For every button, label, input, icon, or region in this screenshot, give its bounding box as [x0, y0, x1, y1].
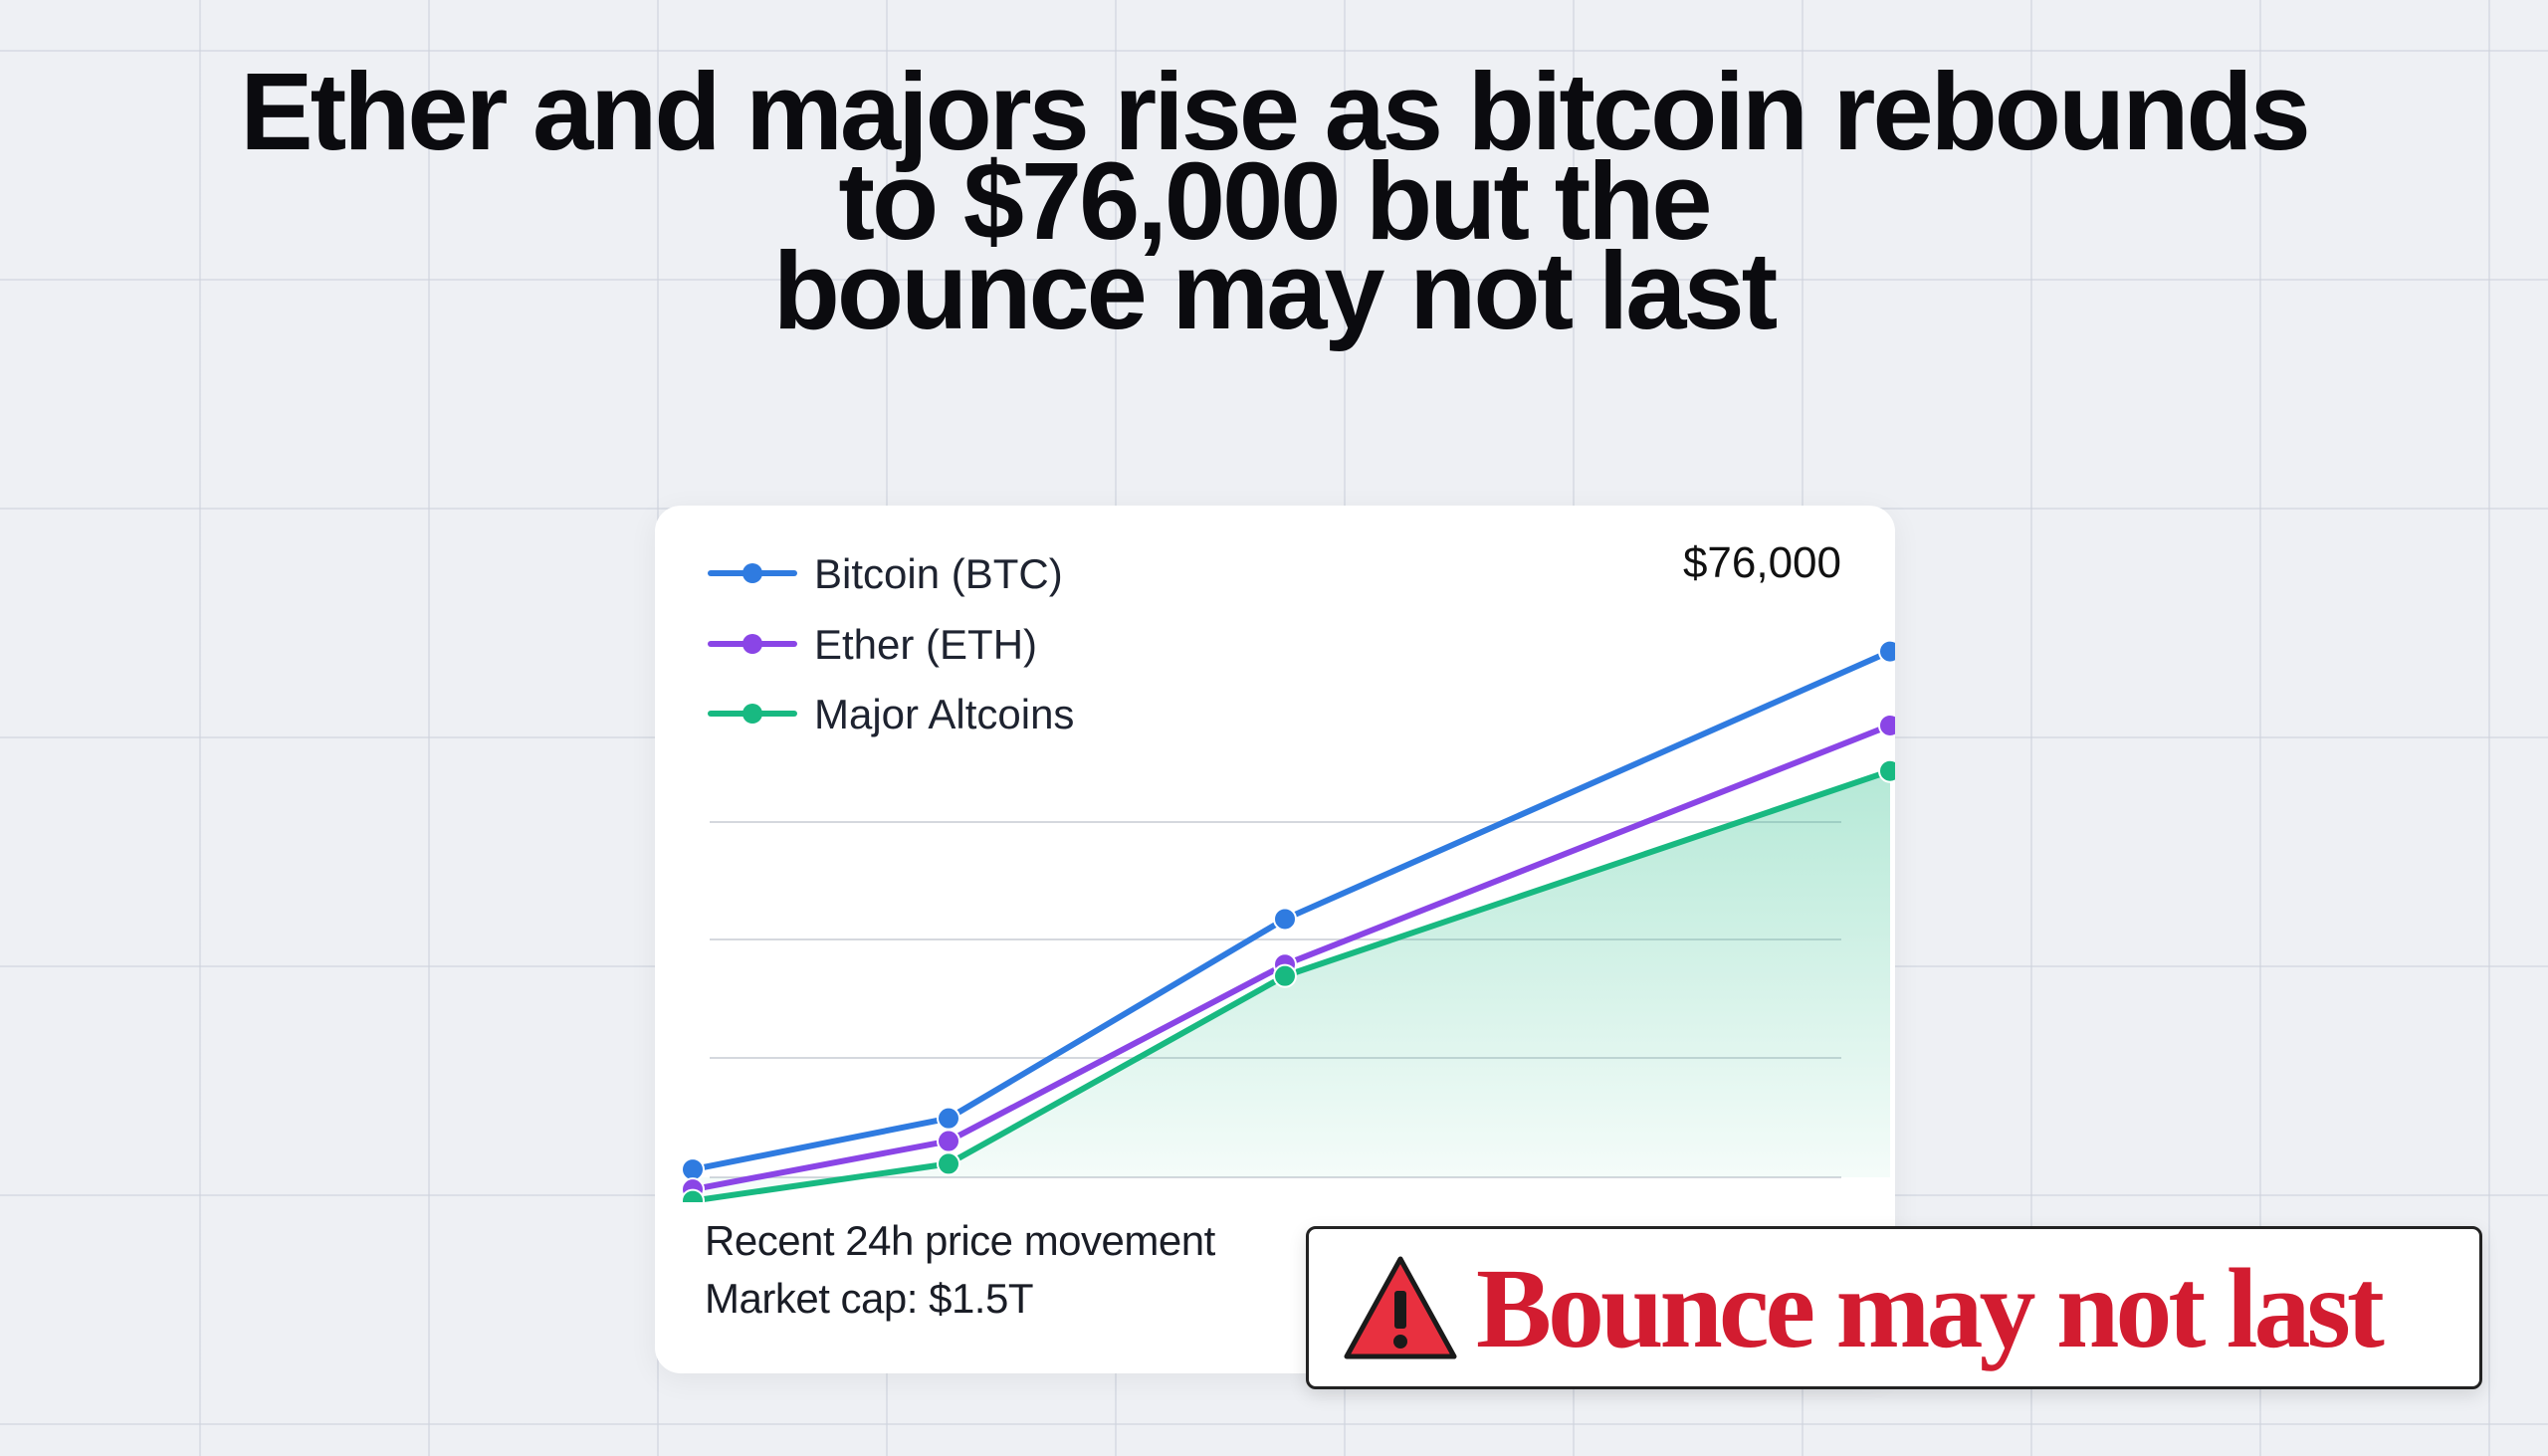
headline-line-3: bounce may not last [772, 230, 1779, 352]
point-altcoins-2 [1273, 963, 1297, 988]
legend-dot-eth [743, 634, 762, 654]
point-btc-2 [1273, 907, 1297, 932]
chart-footer: Recent 24h price movement Market cap: $1… [705, 1212, 1215, 1328]
legend: Bitcoin (BTC) Ether (ETH) Major Altcoins [708, 550, 1074, 737]
legend-item-altcoins: Major Altcoins [708, 691, 1074, 737]
legend-dot-btc [743, 563, 762, 583]
series-line-altcoins [690, 767, 1893, 1202]
point-altcoins-1 [937, 1151, 960, 1176]
price-callout: $76,000 [1683, 538, 1841, 587]
legend-label-btc: Bitcoin (BTC) [814, 550, 1063, 597]
warning-triangle-icon [1344, 1256, 1457, 1359]
point-altcoins-0 [681, 1188, 705, 1202]
legend-label-eth: Ether (ETH) [814, 621, 1037, 668]
footer-note: Recent 24h price movement [705, 1217, 1215, 1264]
headline-line-1: Ether and majors rise as bitcoin rebound… [240, 51, 2311, 173]
market-cap-label: Market cap: $1.5T [705, 1275, 1033, 1322]
headline: Ether and majors rise as bitcoin rebound… [0, 51, 2548, 352]
headline-line-2: to $76,000 but the [838, 140, 1712, 263]
point-btc-3 [1878, 639, 1895, 664]
point-btc-0 [681, 1157, 705, 1182]
series-line-btc [690, 648, 1893, 1173]
legend-dot-altcoins [743, 704, 762, 724]
series-line-eth [690, 722, 1893, 1193]
point-eth-1 [937, 1129, 960, 1153]
point-altcoins-3 [1878, 758, 1895, 783]
warning-banner: Bounce may not last [1306, 1226, 2482, 1389]
legend-item-eth: Ether (ETH) [708, 621, 1037, 668]
point-btc-1 [937, 1106, 960, 1131]
warning-text: Bounce may not last [1476, 1245, 2385, 1371]
point-eth-3 [1878, 713, 1895, 737]
legend-label-altcoins: Major Altcoins [814, 691, 1074, 737]
price-chart: Bitcoin (BTC) Ether (ETH) Major Altcoins… [681, 538, 1895, 1202]
legend-item-btc: Bitcoin (BTC) [708, 550, 1063, 597]
